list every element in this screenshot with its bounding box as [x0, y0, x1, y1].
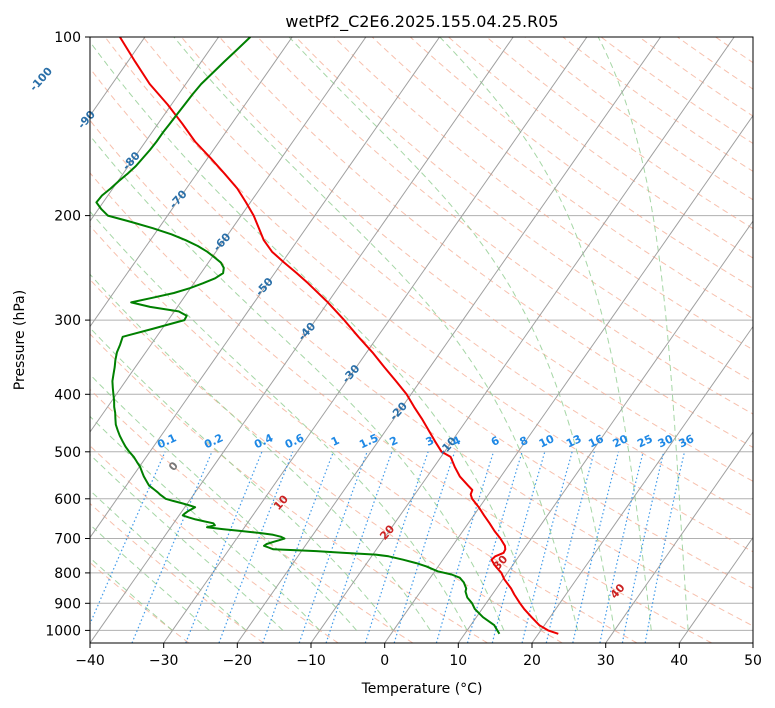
- x-tick-label: 10: [449, 653, 467, 669]
- mixing-ratio-label: 36: [677, 432, 697, 450]
- dewpoint-profile: [95, 37, 501, 635]
- dry-adiabat-line: [104, 37, 753, 553]
- y-tick-label: 600: [54, 492, 81, 508]
- mixing-ratio-line: [599, 451, 644, 643]
- mixing-ratio-line: [521, 451, 573, 643]
- mixing-ratio-label: 20: [611, 432, 631, 450]
- mixing-ratio-line: [90, 451, 166, 626]
- y-axis-title: Pressure (hPa): [12, 290, 28, 390]
- moist-adiabat-line: [90, 327, 394, 631]
- isotherm-line: [90, 37, 441, 539]
- moist-adiabat-line: [90, 134, 505, 631]
- y-tick-label: 200: [54, 209, 81, 225]
- mixing-ratio-line: [435, 451, 495, 643]
- moist-adiabat-line: [90, 273, 431, 631]
- dry-adiabat-line: [90, 225, 638, 643]
- isotherm-line: [678, 536, 753, 643]
- isotherm-line: [605, 431, 753, 643]
- x-tick-label: 30: [597, 653, 615, 669]
- isotherm-line: [310, 37, 735, 643]
- chart-title: wetPf2_C2E6.2025.155.04.25.R05: [285, 12, 558, 32]
- y-tick-label: 300: [54, 313, 81, 329]
- mixing-ratio-line: [491, 451, 546, 643]
- x-tick-label: 20: [523, 653, 541, 669]
- y-tick-label: 400: [54, 387, 81, 403]
- y-tick-label: 100: [54, 30, 81, 46]
- dry-adiabat-line: [142, 37, 753, 517]
- dry-adiabat-line: [90, 278, 563, 643]
- mixing-ratio-line: [325, 451, 393, 643]
- moist-adiabat-line: [173, 37, 579, 631]
- x-tick-label: 0: [380, 653, 389, 669]
- moist-adiabat-line: [439, 37, 652, 631]
- dry-adiabat-line: [257, 37, 753, 415]
- x-tick-label: 50: [744, 653, 762, 669]
- mixing-ratio-line: [393, 451, 456, 643]
- isotherm-line: [90, 37, 293, 328]
- dry-adiabat-line: [90, 172, 712, 643]
- moist-adiabat-line: [288, 37, 615, 631]
- dry-adiabat-line: [90, 333, 488, 643]
- dry-adiabat-line: [524, 37, 753, 201]
- mixing-ratio-line: [131, 451, 213, 643]
- mixing-ratio-line: [621, 451, 665, 643]
- x-tick-label: 40: [670, 653, 688, 669]
- dry-adiabat-line: [295, 37, 753, 383]
- data-series: [95, 37, 559, 635]
- x-tick-label: −10: [296, 653, 326, 669]
- temperature-profile: [119, 37, 559, 635]
- x-tick-label: −20: [223, 653, 253, 669]
- y-tick-label: 500: [54, 445, 81, 461]
- mixing-ratio-line: [298, 451, 368, 643]
- mixing-ratio-line: [572, 451, 620, 643]
- dry-adiabat-line: [90, 119, 753, 627]
- mixing-ratio-line: [644, 451, 686, 643]
- isotherm-line: [90, 37, 220, 222]
- isotherm-line: [163, 37, 588, 643]
- mixing-ratio-label: 16: [586, 432, 606, 450]
- dry-adiabat-line: [448, 37, 753, 259]
- isotherm-line: [90, 37, 367, 433]
- axis-ticks: −40 −30 −20 −10 0 10 20 30 40 50 100 200 300 400 500 60…: [45, 30, 762, 669]
- mixing-ratio-label: 25: [635, 432, 654, 450]
- dry-adiabat-line: [90, 502, 264, 643]
- x-tick-label: −30: [149, 653, 179, 669]
- mixing-ratio-label: 13: [564, 432, 583, 450]
- dry-adiabat-line: [90, 445, 339, 643]
- dry-adiabat-line: [562, 37, 753, 172]
- moist-adiabat-line: [90, 40, 542, 631]
- isotherm-line: [531, 325, 753, 643]
- isotherm-line: [90, 37, 514, 643]
- dry-adiabat-line: [333, 37, 753, 351]
- isotherm-line: [236, 37, 662, 643]
- dry-adiabat-line: [486, 37, 753, 230]
- dry-adiabat-line: [90, 67, 753, 589]
- plot-frame: [89, 36, 754, 644]
- y-tick-label: 800: [54, 566, 81, 582]
- x-tick-label: −40: [75, 653, 105, 669]
- moist-adiabat-line: [90, 415, 321, 631]
- y-tick-label: 1000: [45, 623, 81, 639]
- mixing-ratio-label: 10: [537, 432, 557, 450]
- mixing-ratio-label: 30: [656, 432, 676, 450]
- dry-adiabat-line: [600, 37, 753, 145]
- plot-area: [90, 37, 753, 643]
- y-tick-label: 700: [54, 532, 81, 548]
- isotherm-line: [384, 114, 753, 643]
- isotherm-line: [457, 220, 753, 643]
- y-tick-label: 900: [54, 596, 81, 612]
- x-axis-title: Temperature (°C): [361, 681, 483, 697]
- mixing-ratio-line: [364, 451, 429, 643]
- background-lines: [90, 37, 753, 643]
- mixing-ratio-line: [545, 451, 595, 643]
